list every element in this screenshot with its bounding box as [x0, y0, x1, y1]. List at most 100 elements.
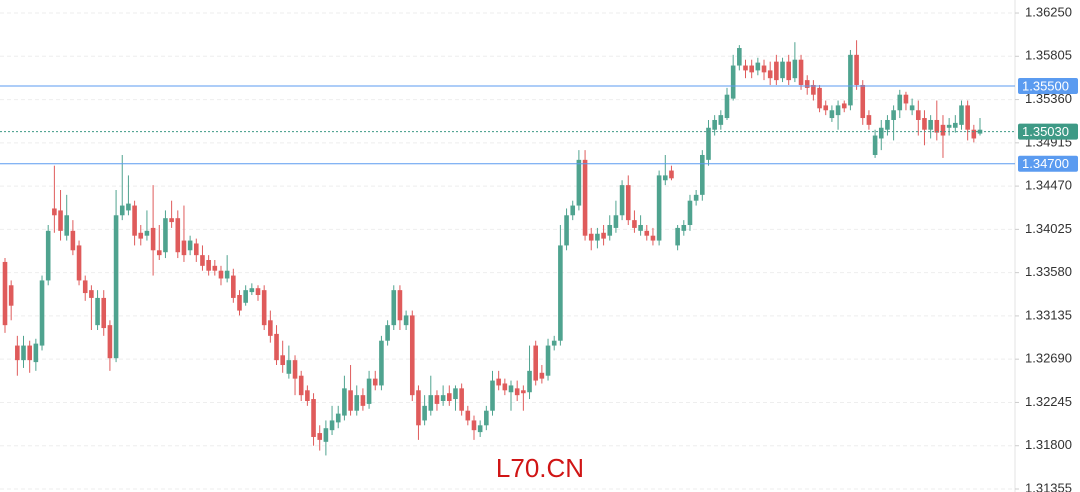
candle-body — [946, 124, 952, 128]
candle-body — [650, 235, 656, 241]
price-label-box — [1018, 77, 1078, 94]
candle-body — [237, 295, 242, 311]
price-label: 1.35030 — [1022, 124, 1069, 139]
candle-body — [323, 428, 329, 442]
candle-body — [372, 378, 378, 386]
candle-body — [656, 175, 662, 241]
candle-body — [280, 355, 285, 366]
candle-body — [829, 110, 835, 119]
candle-body — [607, 224, 613, 236]
candle-body — [749, 65, 754, 73]
candle-body — [817, 87, 822, 109]
candle-body — [107, 325, 113, 359]
candle-body — [274, 333, 279, 361]
candle-body — [329, 420, 335, 431]
candle-body — [58, 210, 63, 231]
y-tick-label: 1.35805 — [1025, 48, 1072, 63]
candle-body — [193, 243, 199, 256]
candle-body — [514, 388, 520, 396]
candle-body — [212, 265, 218, 271]
candle-body — [662, 175, 668, 181]
y-tick-label: 1.36250 — [1025, 4, 1072, 19]
candle-body — [724, 94, 730, 119]
candle-body — [249, 288, 255, 293]
candle-body — [64, 215, 70, 236]
candle-body — [588, 233, 594, 241]
candle-body — [82, 280, 88, 294]
candle-body — [866, 115, 872, 125]
candle-body — [878, 127, 884, 139]
candle-body — [570, 205, 576, 216]
candle-body — [409, 315, 415, 396]
candle-body — [144, 230, 150, 236]
candle-body — [928, 119, 933, 130]
candle-body — [872, 135, 878, 155]
candle-body — [126, 203, 131, 211]
candle-body — [681, 224, 687, 231]
candle-body — [348, 390, 353, 411]
candle-body — [613, 215, 619, 228]
candle-body — [360, 395, 366, 406]
candle-body — [354, 395, 360, 411]
candles — [2, 40, 983, 456]
candle-body — [428, 395, 434, 411]
candle-body — [397, 290, 403, 321]
candle-body — [261, 290, 267, 326]
candle-body — [786, 61, 792, 81]
candle-body — [730, 65, 736, 99]
candle-body — [922, 118, 927, 130]
candle-body — [761, 65, 767, 73]
candle-body — [706, 127, 711, 160]
candle-body — [693, 194, 699, 201]
candle-body — [940, 124, 946, 136]
candle-body — [484, 410, 489, 426]
candle-body — [243, 290, 248, 303]
candle-body — [459, 388, 464, 411]
candle-body — [403, 315, 409, 326]
y-tick-label: 1.32690 — [1025, 351, 1072, 366]
candle-body — [342, 388, 347, 416]
candle-body — [780, 61, 785, 79]
candle-body — [311, 399, 316, 437]
candle-body — [175, 218, 181, 253]
candle-body — [156, 250, 162, 256]
candle-body — [841, 103, 847, 109]
candle-body — [632, 220, 637, 228]
candle-body — [669, 170, 674, 179]
candle-body — [89, 290, 94, 298]
y-tick-label: 1.33135 — [1025, 307, 1072, 322]
candle-body — [811, 84, 816, 95]
price-label: 1.34700 — [1022, 156, 1069, 171]
candle-body — [835, 105, 841, 116]
y-tick-label: 1.31800 — [1025, 437, 1072, 452]
candle-body — [95, 297, 100, 326]
candle-body — [595, 233, 600, 241]
candle-body — [527, 370, 532, 393]
candle-body — [934, 119, 940, 133]
candle-body — [638, 224, 643, 231]
candle-body — [712, 119, 717, 130]
candle-body — [903, 94, 909, 104]
candle-body — [792, 59, 798, 79]
candle-body — [601, 232, 606, 239]
candle-body — [255, 288, 261, 296]
candle-body — [490, 380, 495, 411]
candle-body — [885, 119, 890, 130]
candle-body — [138, 232, 144, 239]
y-tick-label: 1.33580 — [1025, 264, 1072, 279]
price-label: 1.35500 — [1022, 78, 1069, 93]
candle-body — [206, 260, 211, 271]
candle-body — [52, 208, 57, 216]
candle-body — [737, 48, 742, 66]
candle-body — [200, 255, 205, 266]
candle-body — [187, 240, 193, 251]
candle-body — [700, 154, 705, 195]
candle-body — [533, 345, 538, 381]
candle-body — [718, 115, 724, 125]
candle-body — [218, 270, 224, 279]
candle-body — [2, 261, 8, 326]
candle-body — [502, 383, 508, 391]
candle-body — [743, 65, 748, 71]
